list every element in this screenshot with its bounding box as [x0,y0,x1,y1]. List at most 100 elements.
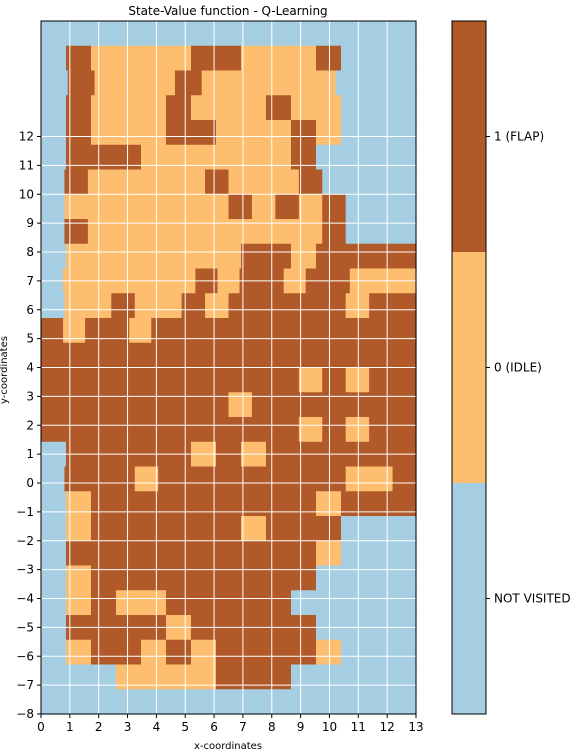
heatmap-cell [191,639,217,666]
heatmap-cell [391,639,417,666]
heatmap-cell [166,540,192,567]
heatmap-cell [91,590,117,616]
heatmap-cell [166,689,192,715]
heatmap-cell [205,417,230,443]
heatmap-cell [216,540,242,567]
heatmap-cell [255,70,283,96]
heatmap-cell [391,45,417,72]
heatmap-cell [107,318,130,344]
heatmap-cell [275,367,300,393]
heatmap-cell [158,293,183,319]
y-tick-label: −5 [16,620,34,634]
heatmap-cell [341,342,367,369]
heatmap-cell [111,293,136,319]
heatmap-cell [191,243,217,270]
heatmap-cell [41,466,66,492]
heatmap-cell [191,664,217,690]
heatmap-cell [335,70,364,96]
heatmap-cell [251,417,276,443]
heatmap-cell [266,243,292,270]
heatmap-cell [316,639,342,666]
heatmap-cell [366,590,392,616]
heatmap-cell [369,293,394,319]
heatmap-cell [275,169,300,195]
heatmap-cell [134,194,159,220]
heatmap-cell [116,45,142,72]
heatmap-cell [129,318,152,344]
heatmap-cell [201,70,230,96]
heatmap-cell [391,540,417,567]
heatmap-cell [251,169,276,195]
heatmap-cell [121,70,149,96]
heatmap-cell [241,144,267,171]
x-tick-label: 12 [380,720,395,734]
heatmap-cell [166,243,192,270]
heatmap-cell [116,516,142,542]
heatmap-cell [391,120,417,146]
heatmap-cell [141,342,167,369]
heatmap-cell [322,169,347,195]
heatmap-cell [205,367,230,393]
heatmap-cell [241,120,267,146]
heatmap-cell [111,169,136,195]
heatmap-cell [91,664,117,690]
y-tick-label: 7 [26,274,34,288]
heatmap-cell [241,664,267,690]
heatmap-cell [191,45,217,72]
heatmap-cell [391,590,417,616]
y-tick-label: −8 [16,707,34,721]
x-tick-label: 2 [95,720,103,734]
heatmap-cell [228,417,253,443]
heatmap-cell [341,689,367,715]
y-tick-label: 10 [19,187,34,201]
heatmap-cell [345,367,370,393]
heatmap-cell [216,664,242,690]
colorbar-segment [452,483,486,715]
x-tick-label: 5 [181,720,189,734]
heatmap-cell [166,491,192,517]
heatmap-cell [266,491,292,517]
heatmap-cell [349,318,373,344]
heatmap-cell [87,466,112,492]
heatmap-cell [341,95,367,121]
heatmap-cell [322,466,347,492]
heatmap-cell [141,590,167,616]
heatmap-cell [239,318,263,344]
heatmap-cell [291,342,317,369]
x-tick-label: 0 [37,720,45,734]
heatmap-cell [191,95,217,121]
heatmap-cell [366,639,392,666]
heatmap-cell [116,491,142,517]
heatmap-cell [111,417,136,443]
x-tick-label: 13 [408,720,423,734]
heatmap-cell [366,342,392,369]
heatmap-cell [291,95,317,121]
heatmap-cell [341,590,367,616]
heatmap-cell [341,120,367,146]
heatmap-cell [298,367,323,393]
heatmap-cell [266,120,292,146]
heatmap-cell [166,590,192,616]
heatmap-cell [91,120,117,146]
y-tick-label: −2 [16,534,34,548]
heatmap-cell [166,342,192,369]
colorbar-tick-label: 1 (FLAP) [494,130,544,144]
heatmap-cell [341,144,367,171]
x-axis-label: x-coordinates [194,741,262,752]
heatmap-cell [191,120,217,146]
heatmap-cell [282,70,310,96]
heatmap-cell [291,689,317,715]
heatmap-cell [275,466,300,492]
heatmap-cell [216,639,242,666]
heatmap-cell [91,342,117,369]
heatmap-cell [134,293,159,319]
heatmap-cell [291,144,317,171]
x-tick-label: 7 [239,720,247,734]
heatmap-cell [166,120,192,146]
heatmap-cell [366,689,392,715]
heatmap-cell [298,194,323,220]
heatmap-cell [166,664,192,690]
heatmap-cell [228,70,256,96]
x-tick-label: 9 [297,720,305,734]
